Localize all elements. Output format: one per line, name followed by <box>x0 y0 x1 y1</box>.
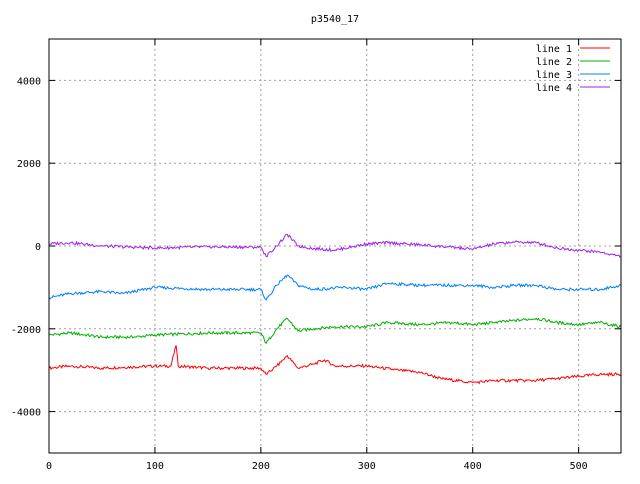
axis-ticks: 0 100 200 300 400 500 -4000 -2000 0 2000 4000 <box>11 39 621 472</box>
x-tick-label: 100 <box>146 461 164 472</box>
series-group <box>48 233 622 385</box>
legend-label: line 4 <box>536 83 572 94</box>
y-tick-label: 4000 <box>17 76 41 87</box>
y-tick-label: 0 <box>35 242 41 253</box>
x-tick-label: 400 <box>464 461 482 472</box>
series-line-2 <box>48 317 622 345</box>
series-line-3 <box>48 274 622 301</box>
series-line-1 <box>48 345 622 385</box>
y-tick-label: -4000 <box>11 408 41 419</box>
grid <box>49 39 621 453</box>
legend-label: line 3 <box>536 70 572 81</box>
plot-border <box>48 38 622 454</box>
y-tick-label: 2000 <box>17 159 41 170</box>
legend-label: line 1 <box>536 44 572 55</box>
x-tick-label: 500 <box>570 461 588 472</box>
chart-title: p3540_17 <box>311 14 359 25</box>
x-tick-label: 0 <box>46 461 52 472</box>
x-tick-label: 300 <box>358 461 376 472</box>
y-tick-label: -2000 <box>11 325 41 336</box>
series-line-4 <box>48 233 622 258</box>
legend-label: line 2 <box>536 57 572 68</box>
x-tick-label: 200 <box>252 461 270 472</box>
legend: line 1 line 2 line 3 line 4 <box>536 44 610 94</box>
